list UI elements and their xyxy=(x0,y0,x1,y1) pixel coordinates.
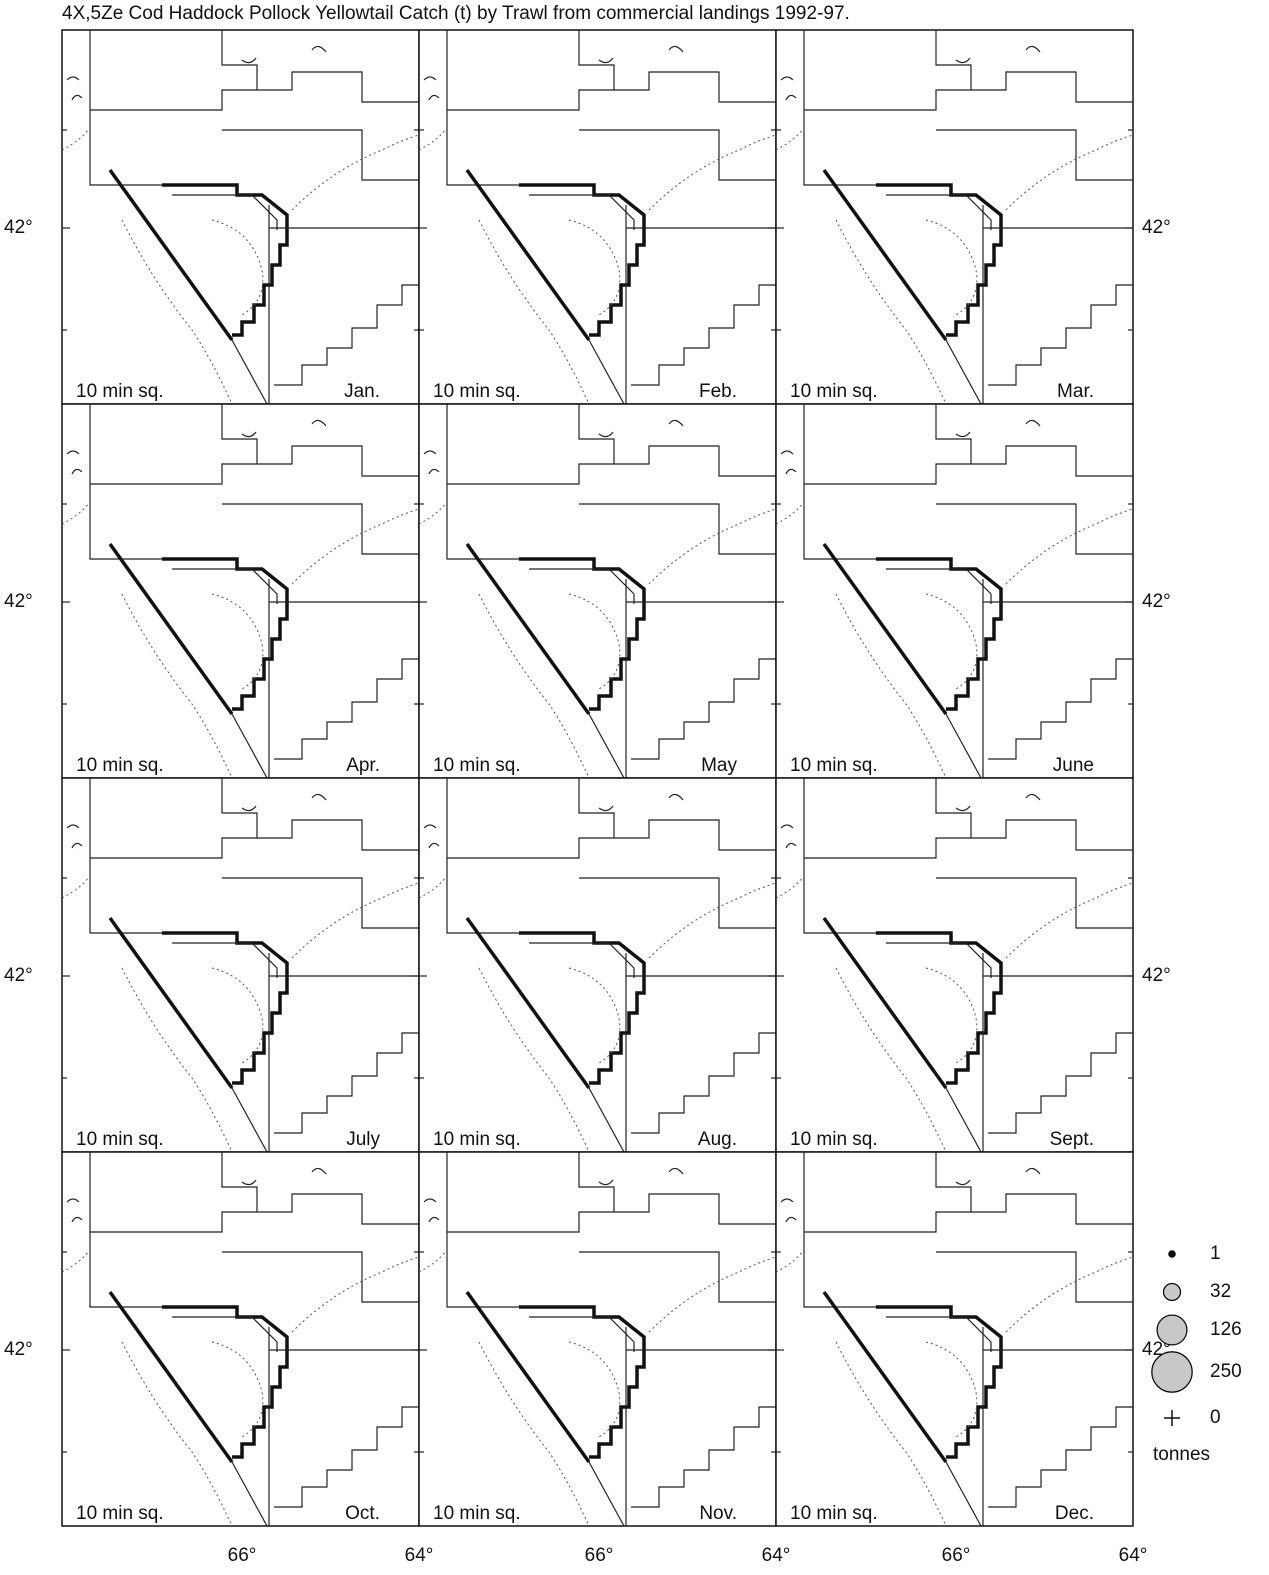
month-label: Aug. xyxy=(698,1129,737,1150)
lat-label: 42° xyxy=(4,217,33,238)
legend-unit: tonnes xyxy=(1153,1444,1210,1465)
panel-outline xyxy=(419,404,776,778)
lon-label: 64° xyxy=(405,1545,434,1566)
month-label: Nov. xyxy=(699,1503,737,1524)
month-label: May xyxy=(701,755,737,776)
lat-label: 42° xyxy=(4,965,33,986)
map-panel: 10 min sq. Sept. xyxy=(776,778,1133,1152)
map-panel: 10 min sq. Feb. xyxy=(419,30,776,404)
panel-outline xyxy=(62,1152,419,1526)
map-panel: 10 min sq. Dec. xyxy=(776,1152,1133,1526)
grid-label: 10 min sq. xyxy=(433,381,521,402)
month-label: Dec. xyxy=(1055,1503,1094,1524)
legend-plus xyxy=(1164,1410,1180,1426)
panel-outline xyxy=(419,30,776,404)
legend-label: 126 xyxy=(1210,1319,1242,1340)
panel-outline xyxy=(62,30,419,404)
map-panel: 10 min sq. Oct. xyxy=(62,1152,419,1526)
grid-label: 10 min sq. xyxy=(790,1129,878,1150)
panel-outline xyxy=(62,404,419,778)
grid-label: 10 min sq. xyxy=(76,1503,164,1524)
grid-label: 10 min sq. xyxy=(433,1503,521,1524)
legend-label: 0 xyxy=(1210,1407,1221,1428)
lon-label: 64° xyxy=(762,1545,791,1566)
panel-outline xyxy=(62,778,419,1152)
lat-label: 42° xyxy=(4,591,33,612)
panel-outline xyxy=(419,1152,776,1526)
month-label: Sept. xyxy=(1050,1129,1094,1150)
panel-outline xyxy=(776,1152,1133,1526)
panel-outline xyxy=(776,778,1133,1152)
panel-outline xyxy=(776,30,1133,404)
map-panel: 10 min sq. May xyxy=(419,404,776,778)
lat-label: 42° xyxy=(4,1339,33,1360)
panel-outline xyxy=(776,404,1133,778)
legend-bubble xyxy=(1157,1315,1187,1345)
grid-label: 10 min sq. xyxy=(790,381,878,402)
month-label: Jan. xyxy=(344,381,380,402)
map-panel: 10 min sq. June xyxy=(776,404,1133,778)
map-panel: 10 min sq. Mar. xyxy=(776,30,1133,404)
grid-label: 10 min sq. xyxy=(76,755,164,776)
grid-label: 10 min sq. xyxy=(790,1503,878,1524)
lat-label: 42° xyxy=(1142,965,1171,986)
legend-bubble xyxy=(1169,1251,1175,1257)
figure: 4X,5Ze Cod Haddock Pollock Yellowtail Ca… xyxy=(0,0,1269,1575)
legend-label: 250 xyxy=(1210,1361,1242,1382)
legend-bubble xyxy=(1163,1283,1180,1300)
month-label: June xyxy=(1053,755,1094,776)
lat-label: 42° xyxy=(1142,591,1171,612)
grid-label: 10 min sq. xyxy=(790,755,878,776)
lat-label: 42° xyxy=(1142,217,1171,238)
month-label: Oct. xyxy=(345,1503,380,1524)
lon-label: 66° xyxy=(228,1545,257,1566)
lon-label: 66° xyxy=(942,1545,971,1566)
map-panel: 10 min sq. Apr. xyxy=(62,404,419,778)
legend-label: 32 xyxy=(1210,1281,1231,1302)
grid-label: 10 min sq. xyxy=(76,381,164,402)
map-panel: 10 min sq. July xyxy=(62,778,419,1152)
panel-outline xyxy=(419,778,776,1152)
month-label: July xyxy=(346,1129,380,1150)
map-panel: 10 min sq. Aug. xyxy=(419,778,776,1152)
lon-label: 64° xyxy=(1119,1545,1148,1566)
map-panel: 10 min sq. Nov. xyxy=(419,1152,776,1526)
map-panel: 10 min sq. Jan. xyxy=(62,30,419,404)
legend-bubble xyxy=(1152,1352,1192,1392)
legend-label: 1 xyxy=(1210,1243,1221,1264)
month-label: Mar. xyxy=(1057,381,1094,402)
lon-label: 66° xyxy=(585,1545,614,1566)
month-label: Feb. xyxy=(699,381,737,402)
grid-label: 10 min sq. xyxy=(433,755,521,776)
month-label: Apr. xyxy=(346,755,380,776)
grid-label: 10 min sq. xyxy=(76,1129,164,1150)
title: 4X,5Ze Cod Haddock Pollock Yellowtail Ca… xyxy=(62,3,850,24)
grid-label: 10 min sq. xyxy=(433,1129,521,1150)
